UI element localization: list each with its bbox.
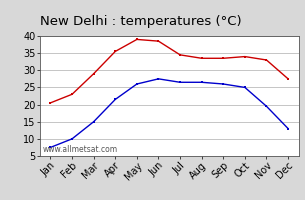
Text: www.allmetsat.com: www.allmetsat.com <box>42 145 117 154</box>
Text: New Delhi : temperatures (°C): New Delhi : temperatures (°C) <box>40 15 241 28</box>
